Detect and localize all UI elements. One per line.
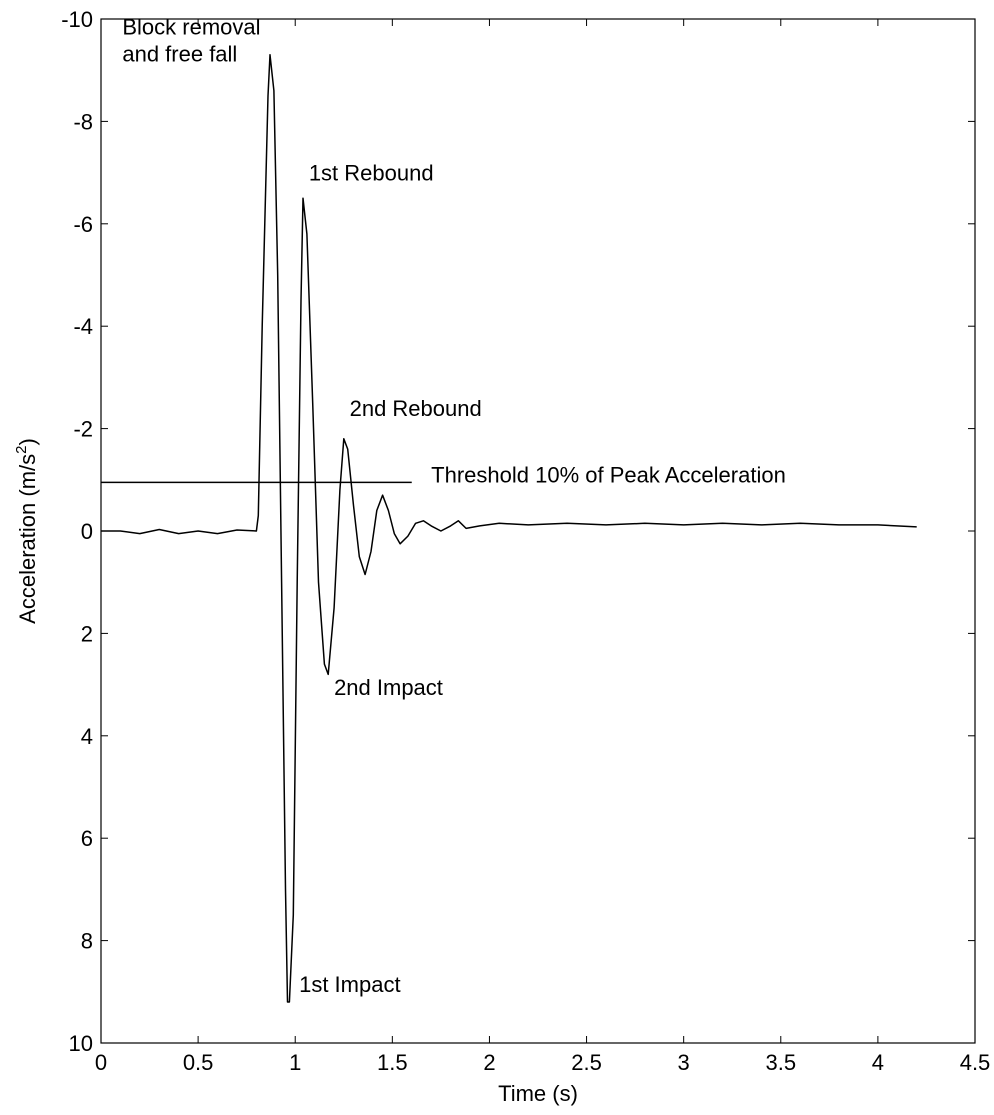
annotation-line: Threshold 10% of Peak Acceleration	[431, 462, 786, 487]
x-tick-label: 0	[95, 1050, 107, 1075]
annotation-line: and free fall	[122, 41, 237, 66]
x-tick-label: 1.5	[377, 1050, 408, 1075]
y-tick-label: -8	[73, 109, 93, 134]
y-tick-label: -10	[61, 7, 93, 32]
y-tick-label: 6	[81, 826, 93, 851]
annotation-line: 2nd Impact	[334, 675, 443, 700]
annotation-label: 2nd Impact	[334, 675, 443, 700]
annotation-line: 1st Rebound	[309, 160, 434, 185]
x-axis-label: Time (s)	[498, 1081, 578, 1106]
y-tick-label: -4	[73, 314, 93, 339]
ticks-layer: 0 0.5 1 1.5 2 2.5 3 3.5 4 4.5 -10 -8 -6 -4 -2 0 2 4 6 8 10	[61, 7, 990, 1075]
annotation-label: 2nd Rebound	[350, 396, 482, 421]
annotation-label: 1st Impact	[299, 972, 400, 997]
x-tick-label: 4	[872, 1050, 884, 1075]
x-tick-label: 2.5	[571, 1050, 602, 1075]
x-tick-label: 2	[483, 1050, 495, 1075]
annotation-label: Threshold 10% of Peak Acceleration	[431, 462, 786, 487]
y-axis-label-main: Acceleration (m/s	[15, 454, 40, 624]
y-tick-label: 10	[69, 1031, 93, 1056]
annotation-line: 2nd Rebound	[350, 396, 482, 421]
x-tick-label: 3	[678, 1050, 690, 1075]
annotation-label: Block removal and free fall	[122, 14, 260, 66]
x-tick-label: 3.5	[765, 1050, 796, 1075]
annotation-label: 1st Rebound	[309, 160, 434, 185]
y-tick-label: 2	[81, 621, 93, 646]
y-tick-label: 4	[81, 724, 93, 749]
y-axis-label: Acceleration (m/s2)	[13, 438, 40, 624]
y-tick-label: -2	[73, 417, 93, 442]
y-axis-label-superscript: 2	[13, 446, 30, 454]
x-tick-label: 1	[289, 1050, 301, 1075]
annotation-layer: Block removal and free fall 1st Rebound 2nd…	[122, 14, 785, 996]
series-layer	[101, 54, 917, 1003]
y-axis-label-close: )	[15, 438, 40, 445]
y-tick-label: -6	[73, 212, 93, 237]
x-tick-label: 4.5	[960, 1050, 991, 1075]
annotation-line: 1st Impact	[299, 972, 400, 997]
y-tick-label: 0	[81, 519, 93, 544]
acceleration-series-line	[101, 54, 917, 1003]
axis-labels-layer: Time (s) Acceleration (m/s2)	[13, 438, 578, 1106]
annotation-line: Block removal	[122, 14, 260, 39]
plot-frame	[100, 18, 976, 1044]
y-tick-label: 8	[81, 929, 93, 954]
x-tick-label: 0.5	[183, 1050, 214, 1075]
